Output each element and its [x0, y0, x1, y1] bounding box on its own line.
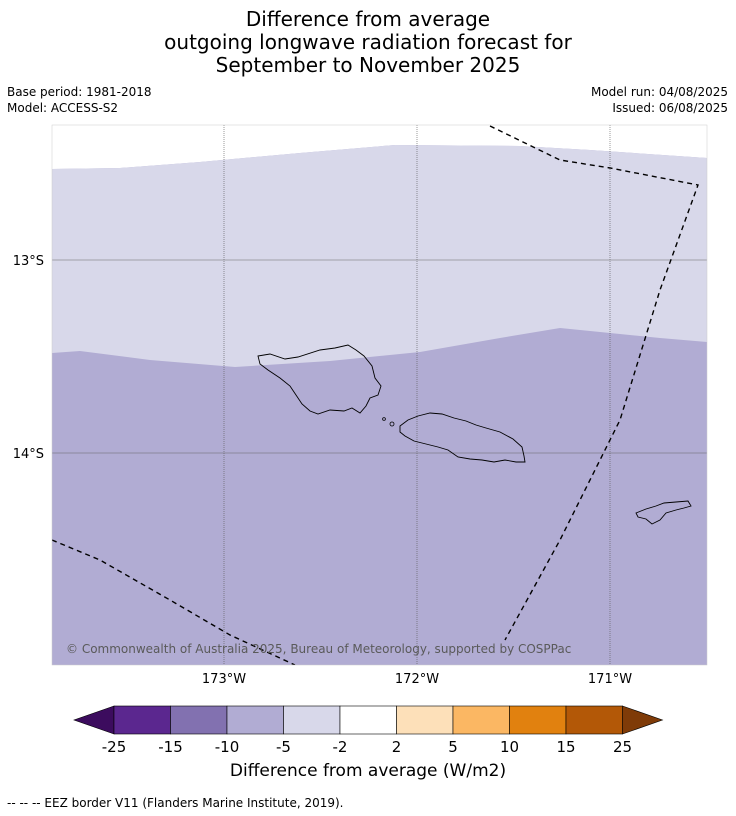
issued-date: Issued: 06/08/2025	[612, 101, 728, 115]
colorbar-tick-label: -10	[215, 738, 240, 756]
eez-footnote: -- -- -- EEZ border V11 (Flanders Marine…	[7, 796, 344, 810]
colorbar-tick-label: -25	[102, 738, 127, 756]
colorbar-tick-label: 5	[448, 738, 458, 756]
title-line-2: outgoing longwave radiation forecast for	[164, 30, 572, 54]
eez-border-north	[489, 125, 699, 641]
title-line-3: September to November 2025	[215, 53, 521, 77]
map-frame	[51, 124, 708, 666]
colorbar-over-triangle	[622, 705, 664, 735]
meta-right: Model run: 04/08/2025 Issued: 06/08/2025	[591, 84, 728, 116]
colorbar-cell	[452, 705, 510, 735]
colorbar-cell	[339, 705, 397, 735]
colorbar-cell	[565, 705, 623, 735]
colorbar-cell	[226, 705, 284, 735]
colorbar-tick-label: -5	[276, 738, 291, 756]
colorbar-tick-label: -15	[158, 738, 183, 756]
anomaly-band-minus5-to-minus2	[52, 145, 707, 367]
colorbar-under-triangle	[73, 705, 115, 735]
island-manono	[389, 421, 395, 427]
lon-label-171w: 171°W	[588, 672, 632, 687]
lon-label-172w: 172°W	[395, 672, 439, 687]
colorbar-cell	[170, 705, 228, 735]
colorbar-label: Difference from average (W/m2)	[229, 761, 507, 781]
lat-label-14s: 14°S	[13, 447, 44, 462]
lon-label-173w: 173°W	[202, 672, 246, 687]
copyright-text: © Commonwealth of Australia 2025, Bureau…	[66, 642, 571, 656]
colorbar-tick-label: 10	[500, 738, 519, 756]
map: © Commonwealth of Australia 2025, Bureau…	[13, 124, 708, 687]
colorbar-tick-label: 2	[392, 738, 402, 756]
title-line-1: Difference from average	[245, 7, 491, 31]
model-name: Model: ACCESS-S2	[7, 101, 119, 115]
island-tutuila	[635, 500, 692, 525]
base-period: Base period: 1981-2018	[7, 85, 152, 99]
colorbar-cell	[113, 705, 171, 735]
island-apolima	[382, 417, 386, 421]
eez-border-southwest	[52, 539, 296, 665]
colorbar-cell	[396, 705, 454, 735]
meta-left: Base period: 1981-2018 Model: ACCESS-S2	[7, 84, 152, 116]
colorbar-tick-label: 25	[613, 738, 632, 756]
colorbar-tick-label: 15	[556, 738, 575, 756]
colorbar: -25 -15 -10 -5 -2 2 5 10 15 25	[73, 705, 664, 756]
lat-label-13s: 13°S	[13, 254, 44, 269]
colorbar-cell	[509, 705, 567, 735]
chart-title: Difference from average outgoing longwav…	[0, 8, 736, 77]
island-savaii	[257, 344, 382, 415]
model-run: Model run: 04/08/2025	[590, 85, 728, 99]
island-upolu	[399, 412, 526, 463]
colorbar-tick-label: -2	[333, 738, 348, 756]
map-background-top	[52, 125, 707, 169]
colorbar-cell	[283, 705, 341, 735]
